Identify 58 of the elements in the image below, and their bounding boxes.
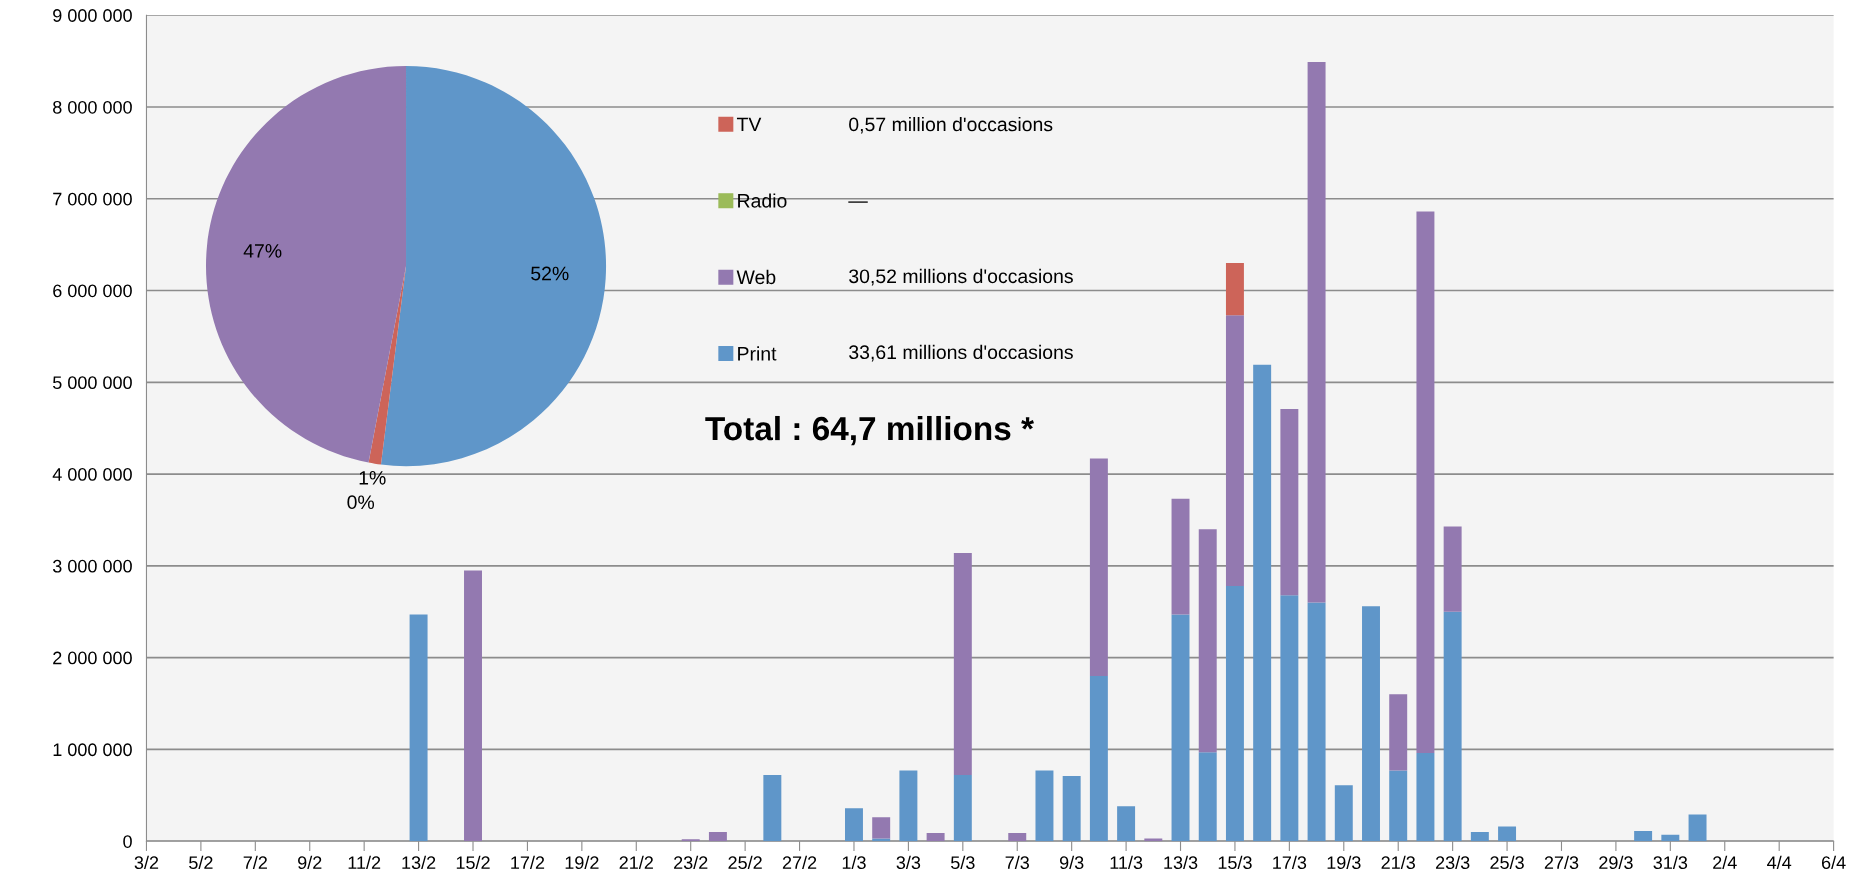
data-label: 1%: [359, 471, 386, 485]
x-tick-label: 21/3: [1381, 855, 1415, 870]
x-tick-label: 2/4: [1713, 855, 1737, 870]
x-tick-label: 7/2: [243, 855, 267, 870]
annotation: Total : 64,7 millions *: [705, 415, 1034, 446]
x-tick-label: 11/3: [1110, 855, 1143, 870]
y-tick-label: 8 000 000: [53, 100, 132, 114]
y-tick-label: 3 000 000: [52, 559, 132, 573]
x-tick-label: 5/2: [189, 855, 213, 870]
legend-label: Radio: [738, 193, 787, 208]
x-tick-label: 21/2: [619, 855, 653, 870]
x-tick-label: 9/3: [1059, 855, 1084, 870]
annotation: 0,57 million d'occasions: [849, 116, 1053, 134]
x-tick-label: 5/3: [951, 855, 975, 870]
data-label: 52%: [531, 266, 569, 281]
x-tick-label: 23/2: [674, 855, 708, 870]
x-tick-label: 7/3: [1005, 855, 1030, 870]
x-tick-label: 15/3: [1218, 855, 1252, 870]
x-tick-label: 25/2: [728, 855, 762, 870]
x-tick-label: 15/2: [456, 855, 490, 870]
x-tick-label: 9/2: [298, 855, 322, 870]
annotation: —: [848, 201, 868, 203]
legend-label: Web: [736, 269, 776, 285]
x-tick-label: 3/2: [134, 855, 159, 870]
x-tick-label: 17/3: [1273, 855, 1307, 870]
x-tick-label: 4/4: [1767, 855, 1792, 870]
y-tick-label: 2 000 000: [53, 651, 132, 665]
x-tick-label: 27/2: [782, 855, 817, 870]
pie-slice: [368, 266, 407, 465]
y-tick-label: 5 000 000: [52, 376, 132, 390]
y-tick-label: 4 000 000: [52, 468, 132, 481]
y-tick-label: 1 000 000: [53, 743, 132, 757]
x-tick-label: 25/3: [1490, 855, 1524, 870]
legend-label: Print: [738, 346, 777, 361]
x-tick-label: 19/2: [565, 855, 599, 870]
text: 0%: [347, 495, 375, 510]
x-tick-label: 3/3: [896, 855, 921, 870]
x-tick-label: 29/3: [1599, 855, 1633, 870]
x-tick-label: 23/3: [1435, 855, 1470, 870]
x-tick-label: 1/3: [842, 855, 866, 870]
annotation: 30,52 millions d'occasions: [849, 268, 1073, 286]
x-tick-label: 19/3: [1327, 855, 1361, 870]
x-tick-label: 11/2: [348, 855, 381, 870]
y-tick-label: 6 000 000: [53, 284, 132, 298]
x-tick-label: 31/3: [1653, 855, 1688, 870]
x-tick-label: 6/4: [1821, 855, 1846, 870]
annotation: 33,61 millions d'occasions: [849, 344, 1073, 362]
y-tick-label: 9 000 000: [53, 9, 132, 22]
x-tick-label: 17/2: [511, 855, 545, 870]
legend-label: TV: [736, 117, 762, 132]
y-tick-label: 0: [123, 835, 132, 848]
y-tick-label: 7 000 000: [53, 192, 132, 206]
x-tick-label: 13/3: [1164, 855, 1198, 870]
pie-slice: [380, 66, 607, 467]
x-tick-label: 27/3: [1544, 855, 1579, 870]
pie-slice: [206, 66, 407, 463]
data-label: 47%: [243, 244, 282, 258]
x-tick-label: 13/2: [402, 855, 436, 870]
